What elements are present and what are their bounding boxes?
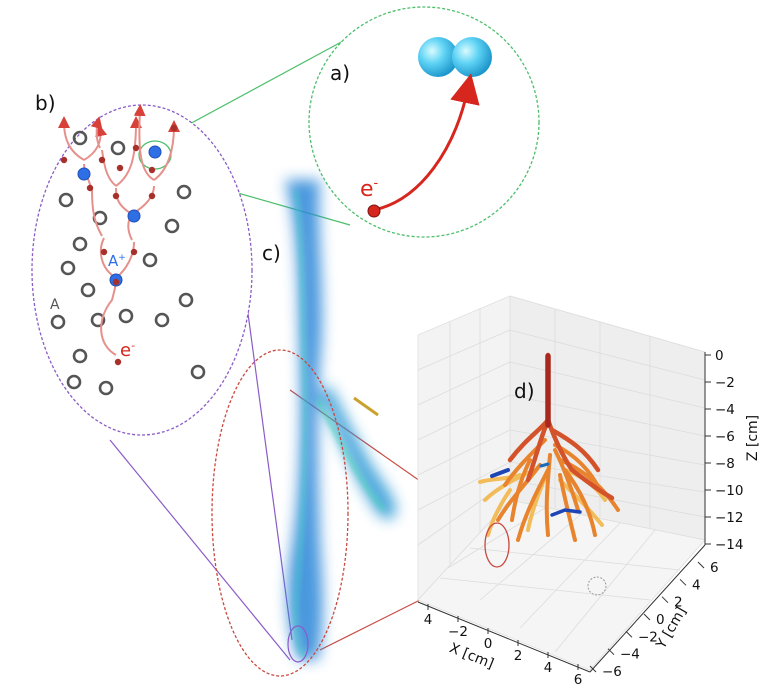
axis-tick-label: 0 (656, 612, 665, 628)
discharge-tree (478, 352, 620, 542)
panel-b-label: b) (35, 91, 56, 115)
axis-tick-label: −12 (715, 510, 744, 526)
molecule-icon (418, 37, 492, 77)
axis-tick-label: −2 (448, 624, 468, 640)
axis-tick-label: 4 (692, 577, 701, 593)
panel-a-electron-label: e- (360, 176, 379, 202)
axis-tick-mark (697, 561, 705, 569)
ion-label: A+ (108, 252, 126, 270)
axis-tick-label: −6 (715, 429, 735, 445)
axis-tick-label: −4 (620, 647, 640, 663)
axis-tick-mark (661, 596, 669, 604)
panel-c-streamer: c) (211, 180, 397, 677)
electron-icon (367, 204, 381, 218)
axis-tick-label: 4 (544, 660, 553, 676)
axis-tick-label: −14 (715, 537, 744, 553)
neutral-atoms (50, 130, 206, 396)
panel-d-3d-plot: d) 0−2−4−6−8−10−12−14 Z [cm] 6420−2−4−6 … (417, 295, 761, 688)
electrons (60, 124, 178, 366)
axis-tick-mark (625, 630, 633, 638)
axis-tick-label: 6 (574, 672, 583, 688)
axis-tick-mark (607, 648, 615, 656)
panel-b-electron-label: e- (120, 339, 135, 361)
axis-tick-mark (643, 613, 651, 621)
axis-tick-label: 6 (710, 560, 719, 576)
axis-tick-label: −8 (715, 456, 735, 472)
axis-tick-mark (589, 665, 597, 673)
panel-d-label: d) (514, 379, 535, 403)
panel-c-label: c) (262, 241, 281, 265)
panel-a: a) e- (308, 6, 540, 238)
atom-label: A (50, 297, 60, 313)
panel-a-label: a) (330, 61, 350, 85)
axis-tick-label: 4 (424, 612, 433, 628)
axis-tick-label: −4 (715, 402, 735, 418)
axis-tick-label: −10 (715, 483, 744, 499)
axis-tick-mark (679, 578, 687, 586)
axis-tick-label: 0 (484, 636, 493, 652)
axis-tick-label: 2 (514, 648, 523, 664)
z-axis: 0 −2 −4 −6 −8 −10 −12 −14 Z [cm] (704, 348, 761, 553)
axis-tick-label: −6 (602, 664, 622, 680)
axis-tick-label: −2 (715, 375, 735, 391)
z-axis-label: Z [cm] (745, 415, 761, 461)
panel-b: b) (31, 91, 253, 436)
axis-tick-label: 2 (674, 595, 683, 611)
axis-tick-label: −2 (638, 629, 658, 645)
axis-tick-label: 0 (715, 348, 724, 364)
